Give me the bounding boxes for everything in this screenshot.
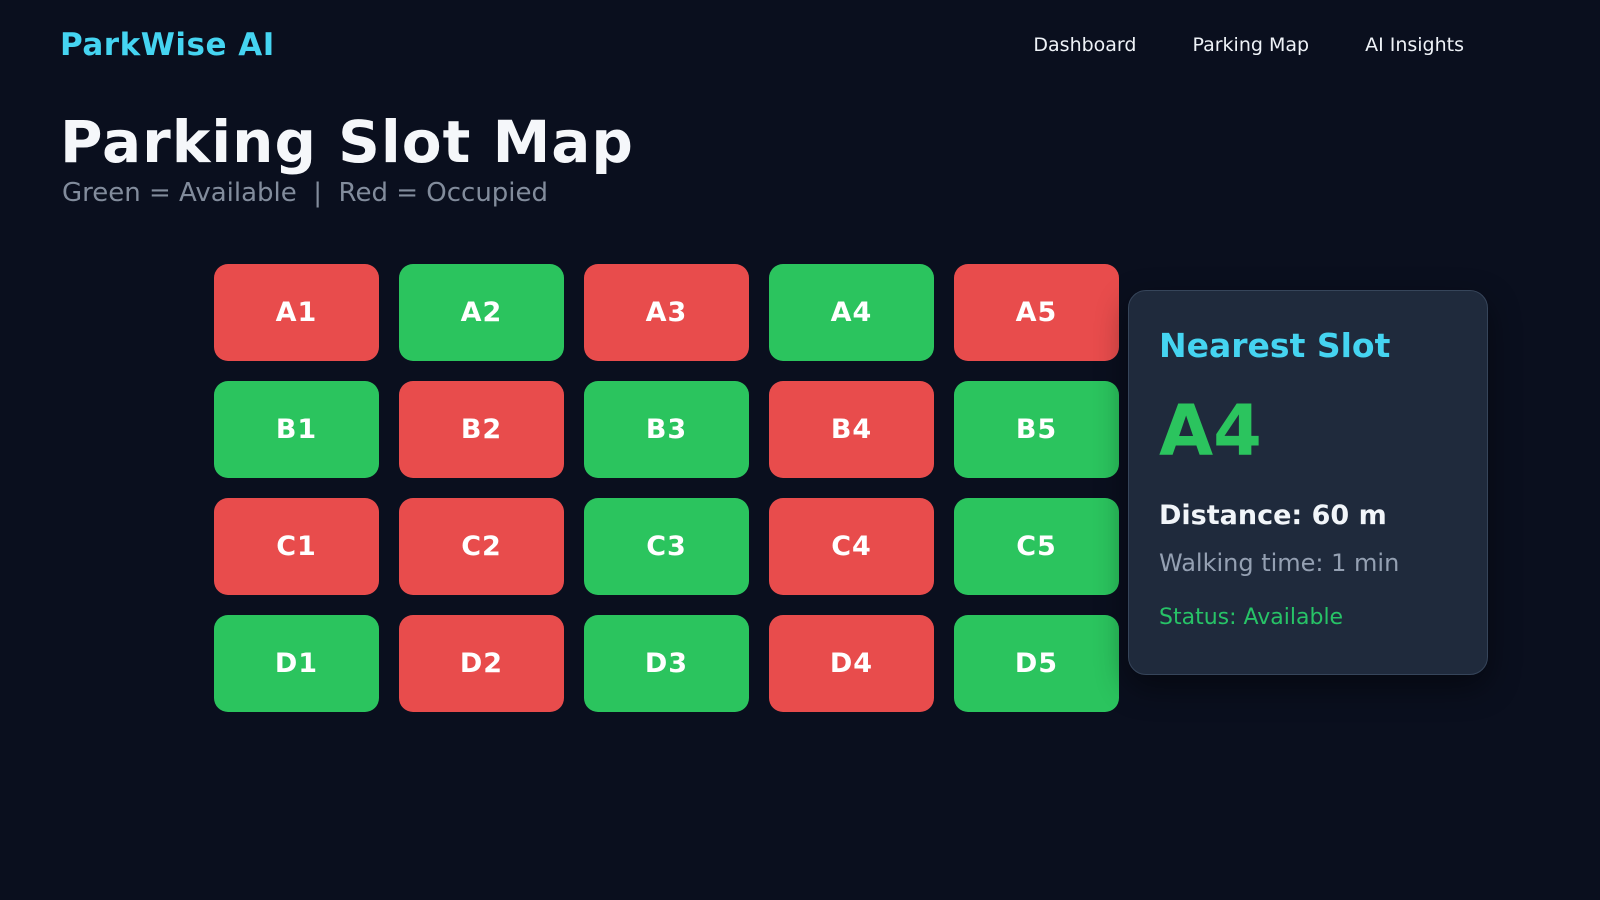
nearest-slot-id: A4	[1159, 390, 1262, 472]
slot-tile-D1[interactable]: D1	[214, 615, 379, 712]
nav-item-ai-insights[interactable]: AI Insights	[1365, 34, 1464, 56]
legend-text: Green = Available | Red = Occupied	[62, 178, 549, 208]
slot-tile-B2[interactable]: B2	[399, 381, 564, 478]
slot-tile-C3[interactable]: C3	[584, 498, 749, 595]
parking-grid: A1 A2 A3 A4 A5 B1 B2 B3 B4 B5 C1 C2 C3 C4 C5 D1 D2 D3 D4 D5	[214, 264, 1119, 712]
nav-item-dashboard[interactable]: Dashboard	[1033, 34, 1137, 56]
slot-tile-A4[interactable]: A4	[769, 264, 934, 361]
slot-tile-B1[interactable]: B1	[214, 381, 379, 478]
slot-tile-A2[interactable]: A2	[399, 264, 564, 361]
nearest-slot-walking-time: Walking time: 1 min	[1159, 549, 1400, 577]
slot-tile-C1[interactable]: C1	[214, 498, 379, 595]
nav-item-parking-map[interactable]: Parking Map	[1192, 34, 1310, 56]
slot-tile-C5[interactable]: C5	[954, 498, 1119, 595]
slot-tile-D5[interactable]: D5	[954, 615, 1119, 712]
nearest-slot-panel: Nearest Slot A4 Distance: 60 m Walking t…	[1128, 290, 1488, 675]
slot-tile-C4[interactable]: C4	[769, 498, 934, 595]
slot-tile-D3[interactable]: D3	[584, 615, 749, 712]
page-title: Parking Slot Map	[60, 108, 634, 176]
slot-tile-A5[interactable]: A5	[954, 264, 1119, 361]
nearest-slot-status: Status: Available	[1159, 605, 1344, 630]
slot-tile-A3[interactable]: A3	[584, 264, 749, 361]
nearest-slot-title: Nearest Slot	[1159, 326, 1391, 365]
slot-tile-C2[interactable]: C2	[399, 498, 564, 595]
slot-tile-B3[interactable]: B3	[584, 381, 749, 478]
slot-tile-A1[interactable]: A1	[214, 264, 379, 361]
slot-tile-D2[interactable]: D2	[399, 615, 564, 712]
slot-tile-B4[interactable]: B4	[769, 381, 934, 478]
app-logo[interactable]: ParkWise AI	[60, 27, 275, 63]
nearest-slot-distance: Distance: 60 m	[1159, 500, 1387, 531]
slot-tile-B5[interactable]: B5	[954, 381, 1119, 478]
slot-tile-D4[interactable]: D4	[769, 615, 934, 712]
top-bar: ParkWise AI Dashboard Parking Map AI Ins…	[0, 0, 1600, 90]
main-nav: Dashboard Parking Map AI Insights	[1033, 34, 1464, 56]
